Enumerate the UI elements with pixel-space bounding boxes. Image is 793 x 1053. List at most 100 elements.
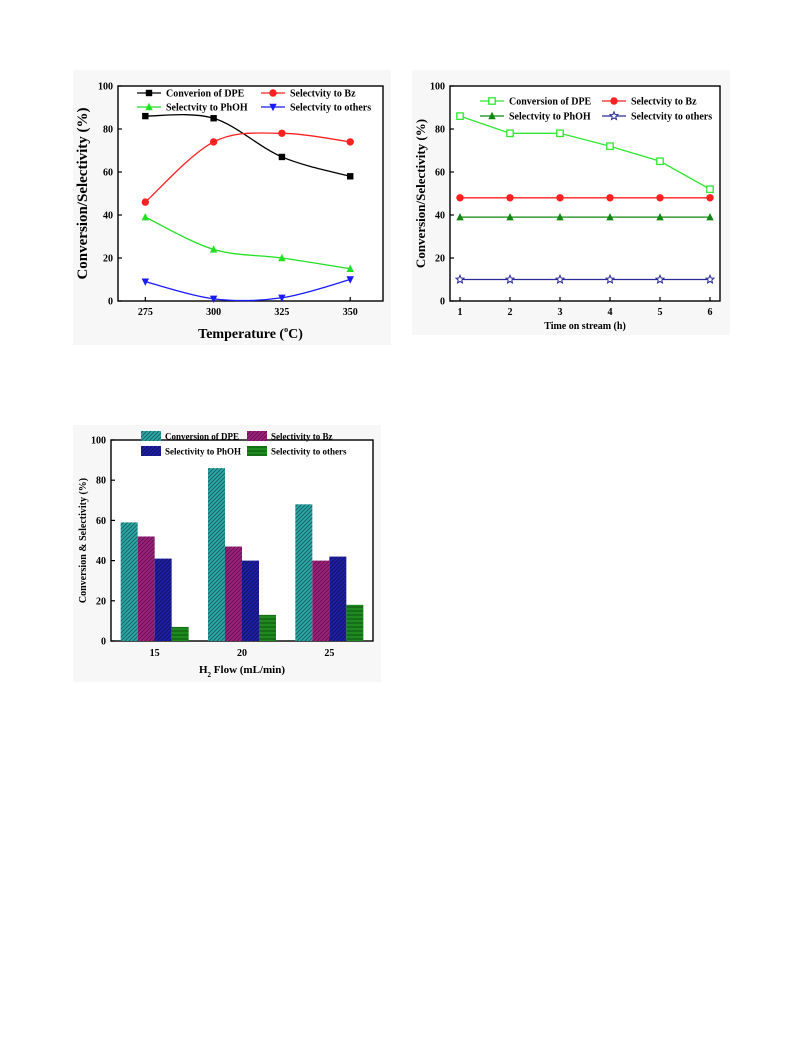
legend-marker [145, 89, 153, 97]
data-point [209, 138, 218, 146]
data-point [456, 212, 464, 221]
legend-label: Selectivity to Bz [271, 432, 332, 442]
y-tick-label: 100 [98, 82, 113, 93]
data-point [278, 129, 286, 137]
series-converion-of-dpe [142, 112, 354, 180]
legend-marker [610, 97, 618, 105]
data-point [506, 212, 514, 221]
y-tick-label: 100 [91, 436, 106, 447]
y-tick-label: 80 [103, 125, 113, 136]
x-tick-label: 4 [608, 307, 613, 318]
data-point [454, 273, 466, 284]
y-tick-label: 40 [435, 211, 445, 222]
y-axis-label: Conversion & Selectivity (%) [78, 478, 89, 603]
data-point [706, 194, 714, 202]
legend-item-selectivity-to-others: Selectivity to others [247, 446, 347, 457]
temperature-chart-panel: 0 20 40 60 80 100 275 300 325 350 Converion of DPE… [73, 70, 391, 345]
y-tick-label: 80 [435, 125, 445, 136]
data-point [456, 194, 464, 202]
bar-selectivity-to-bz [137, 536, 155, 641]
legend-label: Selectvity to others [290, 103, 371, 114]
data-point [141, 212, 150, 221]
x-tick-label: 6 [708, 307, 713, 318]
series-line [144, 132, 351, 203]
x-tick-label: 20 [237, 648, 247, 659]
legend-item-selectivity-to-bz: Selectivity to Bz [247, 431, 332, 442]
series-line [145, 278, 351, 302]
x-axis-label: Temperature (oC) [198, 325, 303, 342]
data-point [346, 276, 354, 284]
legend: Conversion of DPE Selectvity to Bz Selectv… [480, 97, 712, 123]
x-tick-label: 300 [206, 307, 221, 318]
series-selectvity-to-phoh [456, 212, 714, 221]
legend-label: Conversion of DPE [509, 97, 592, 108]
y-tick-label: 40 [96, 556, 106, 567]
bar-selectivity-to-bz [312, 560, 330, 641]
legend: Conversion of DPE Selectivity to Bz Select… [141, 431, 347, 457]
bar-conversion-of-dpe [295, 504, 313, 641]
data-point [278, 294, 286, 302]
data-point [656, 194, 664, 202]
legend-item-selectvity-to-others: Selectvity to others [261, 103, 371, 114]
legend-item-converion-of-dpe: Converion of DPE [137, 89, 245, 100]
data-point [606, 212, 614, 221]
bar-conversion-of-dpe [120, 522, 138, 641]
legend-marker [145, 102, 153, 111]
series-selectvity-to-phoh [141, 212, 354, 272]
plot-frame [449, 85, 721, 302]
data-point [704, 273, 716, 284]
legend-label: Selectvity to Bz [290, 89, 356, 100]
y-tick-label: 0 [101, 637, 106, 648]
data-point [656, 212, 664, 221]
data-point [141, 198, 150, 206]
legend-label: Conversion of DPE [165, 432, 239, 442]
y-tick-label: 60 [103, 168, 113, 179]
data-point [654, 273, 666, 284]
legend-item-conversion-of-dpe: Conversion of DPE [141, 431, 239, 442]
bar-selectivity-to-phoh [242, 560, 259, 641]
y-axis-label: Conversion/Selectivity (%) [413, 119, 428, 268]
bar-selectivity-to-phoh [154, 558, 172, 641]
legend-swatch [141, 431, 161, 441]
legend-label: Selectvity to Bz [631, 97, 697, 108]
data-point [209, 295, 218, 304]
series-line [145, 216, 351, 270]
series-line [459, 115, 711, 190]
x-tick-label: 2 [508, 307, 513, 318]
x-axis-label: H2 Flow (mL/min) [199, 664, 285, 679]
data-point [656, 157, 664, 166]
y-tick-label: 0 [108, 297, 113, 308]
series-line [145, 114, 351, 177]
data-point [456, 112, 464, 120]
x-tick-label: 5 [658, 307, 663, 318]
legend: Converion of DPE Selectvity to Bz Selectvi… [137, 89, 371, 114]
legend-label: Selectvity to PhOH [166, 103, 248, 114]
data-point [504, 273, 516, 284]
series-selectvity-to-others [454, 273, 716, 284]
legend-item-conversion-of-dpe: Conversion of DPE [480, 97, 592, 108]
data-point [604, 273, 616, 284]
y-tick-label: 60 [435, 168, 445, 179]
data-point [278, 253, 286, 262]
legend-label: Converion of DPE [166, 89, 245, 100]
legend-item-selectvity-to-phoh: Selectvity to PhOH [137, 103, 248, 114]
y-tick-label: 20 [435, 254, 445, 265]
data-point [706, 185, 714, 194]
plot-frame [117, 85, 384, 302]
bar-conversion-of-dpe [208, 468, 225, 641]
x-tick-label: 15 [150, 648, 160, 659]
data-point [346, 264, 354, 272]
bar-selectivity-to-others [346, 604, 364, 641]
legend-marker [269, 103, 277, 112]
legend-label: Selectvity to others [631, 112, 712, 123]
data-point [556, 212, 564, 221]
legend-label: Selectivity to PhOH [165, 447, 241, 457]
legend-item-selectvity-to-others: Selectvity to others [602, 110, 712, 123]
legend-marker [488, 97, 496, 105]
series-conversion-of-dpe [456, 112, 714, 194]
data-point [347, 173, 354, 180]
data-point [346, 138, 354, 146]
legend-marker [269, 89, 277, 97]
series-selectvity-to-others [141, 276, 354, 304]
data-point [556, 129, 564, 138]
